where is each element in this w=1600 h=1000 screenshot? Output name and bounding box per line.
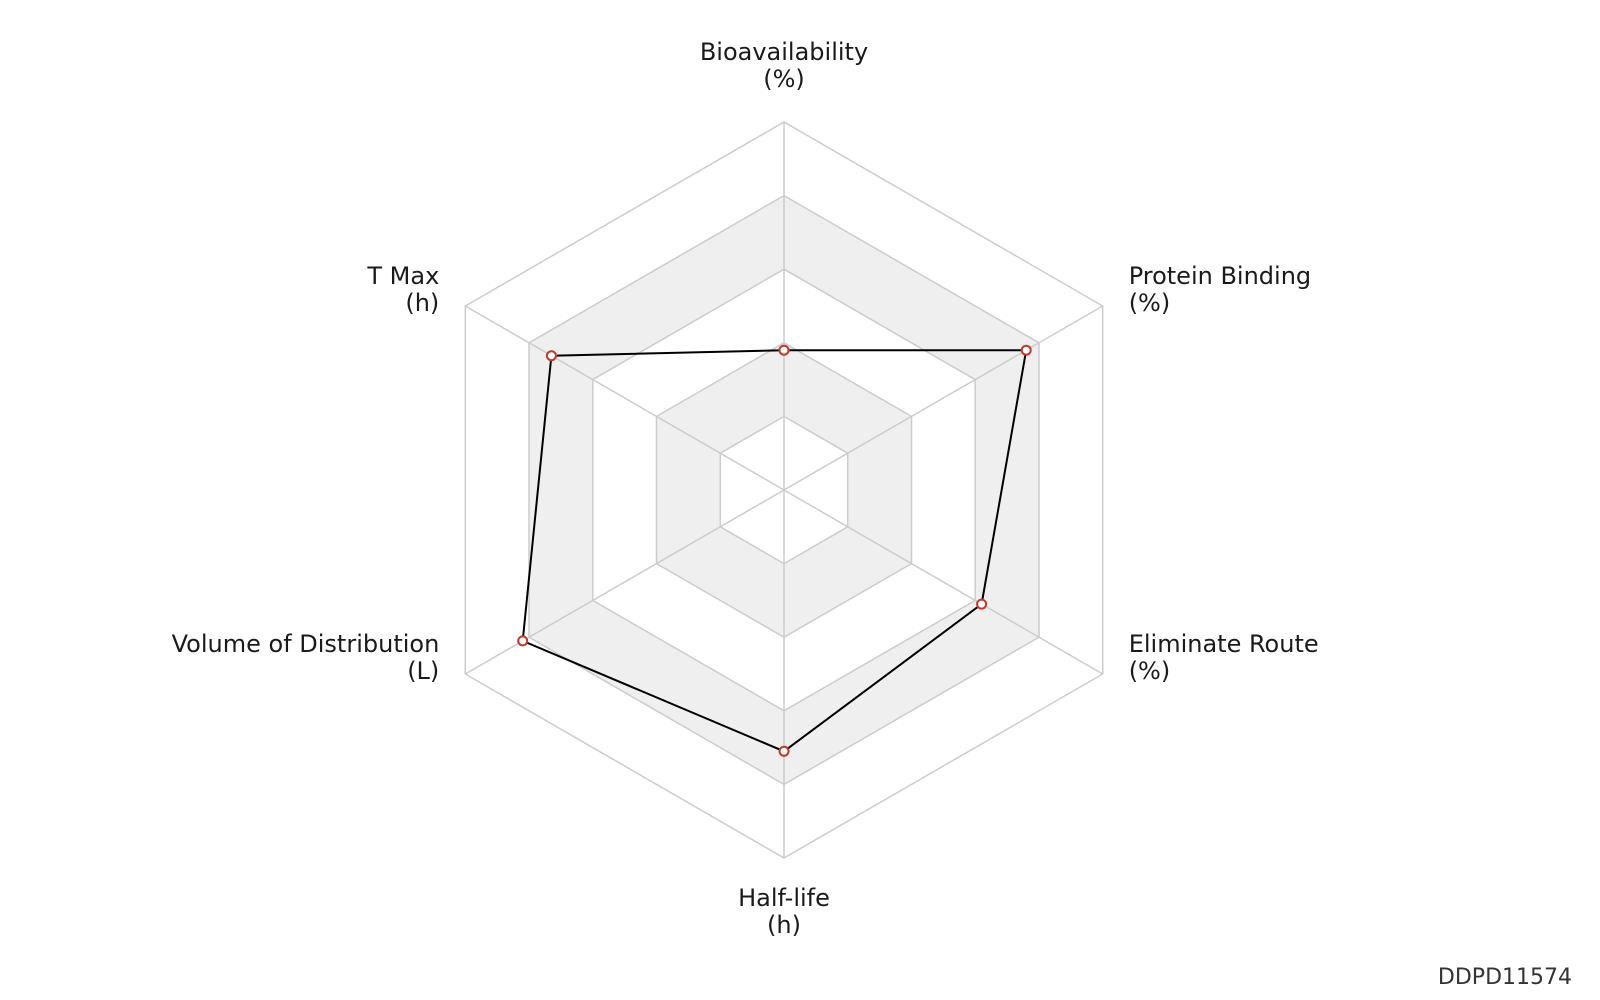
- axis-label-name-1: Protein Binding: [1129, 262, 1311, 290]
- axis-label-name-2: Eliminate Route: [1129, 630, 1319, 658]
- axis-label-unit-5: (h): [405, 289, 439, 317]
- data-point-0[interactable]: [778, 344, 790, 356]
- data-point-1[interactable]: [1020, 344, 1032, 356]
- axis-label-unit-4: (L): [407, 657, 439, 685]
- axis-label-unit-0: (%): [763, 65, 805, 93]
- axis-label-name-4: Volume of Distribution: [172, 630, 440, 658]
- data-point-4[interactable]: [517, 635, 529, 647]
- axis-label-name-3: Half-life: [738, 884, 830, 912]
- watermark-id: DDPD11574: [1437, 965, 1572, 990]
- data-point-2[interactable]: [976, 598, 988, 610]
- grid-band: [656, 342, 912, 638]
- data-point-3[interactable]: [778, 745, 790, 757]
- axis-label-unit-3: (h): [767, 911, 801, 939]
- axis-spoke: [783, 489, 1104, 675]
- data-point-5[interactable]: [545, 350, 557, 362]
- data-markers: [517, 344, 1032, 757]
- axis-label-unit-2: (%): [1129, 657, 1171, 685]
- axis-labels: Bioavailability(%)Protein Binding(%)Elim…: [172, 38, 1319, 939]
- axis-label-name-0: Bioavailability: [700, 38, 868, 66]
- axis-spoke: [464, 305, 785, 491]
- axis-label-unit-1: (%): [1129, 289, 1171, 317]
- axis-label-name-5: T Max: [366, 262, 439, 290]
- axis-spoke: [783, 305, 1104, 491]
